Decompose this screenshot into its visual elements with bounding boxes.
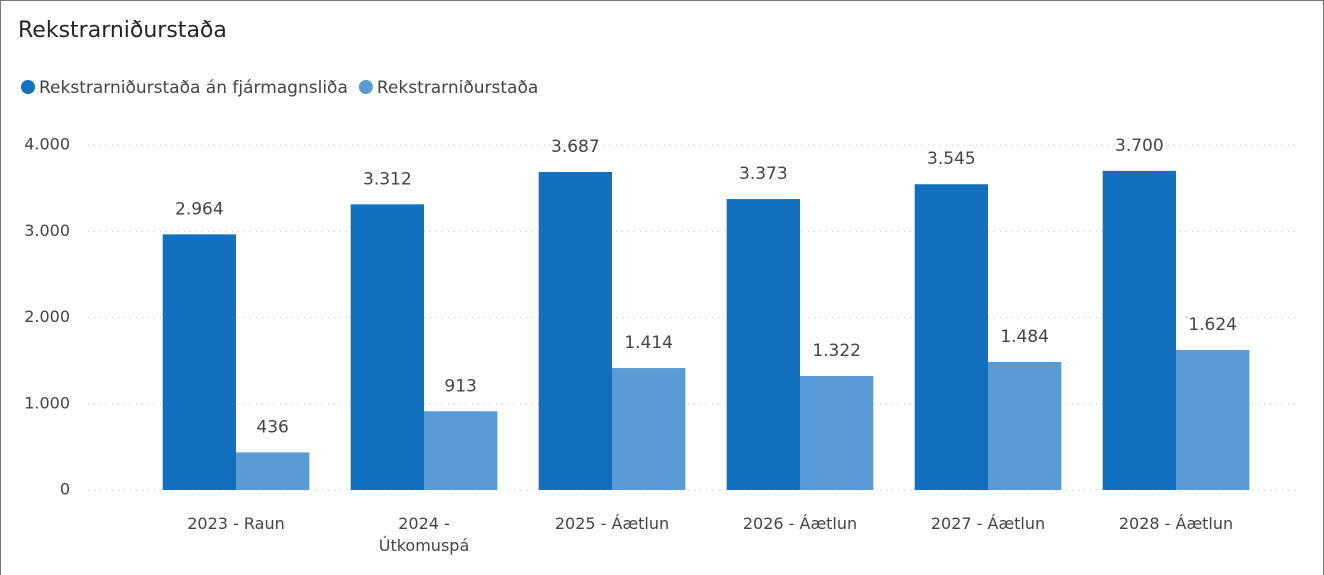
bar [800, 375, 874, 490]
bar [1102, 170, 1176, 490]
bar [612, 368, 686, 490]
bar [538, 171, 612, 490]
y-tick-label: 3.000 [24, 221, 70, 240]
bar [350, 204, 424, 490]
x-tick-label: 2027 - Áætlun [930, 514, 1046, 533]
y-tick-label: 4.000 [24, 135, 70, 154]
data-label: 1.484 [1000, 327, 1049, 347]
data-label: 2.964 [175, 199, 224, 219]
x-tick-label: 2025 - Áætlun [554, 514, 670, 533]
x-tick-label: 2026 - Áætlun [742, 514, 858, 533]
legend-label: Rekstrarniðurstaða [377, 78, 538, 98]
bar [914, 184, 988, 490]
y-tick-label: 1.000 [24, 393, 70, 412]
data-label: 3.373 [739, 164, 788, 184]
legend-marker [21, 80, 35, 94]
legend-marker [358, 80, 373, 94]
data-label: 1.414 [624, 333, 673, 353]
data-label: 3.312 [363, 169, 412, 189]
data-label: 1.322 [812, 341, 861, 361]
data-label: 3.545 [927, 149, 976, 169]
y-tick-label: 2.000 [24, 307, 70, 326]
legend-label: Rekstrarniðurstaða án fjármagnsliða [39, 78, 348, 98]
bar [1176, 349, 1250, 490]
x-tick-label: 2023 - Raun [187, 514, 285, 533]
bar [988, 362, 1062, 490]
data-label: 1.624 [1188, 315, 1237, 335]
x-tick-label: 2024 - Útkomuspá [378, 514, 470, 555]
data-label: 913 [444, 376, 476, 396]
bar [424, 411, 498, 490]
bar [162, 234, 236, 490]
bar [726, 199, 800, 491]
x-tick-label: 2028 - Áætlun [1118, 514, 1234, 533]
y-tick-label: 0 [60, 480, 70, 499]
bar [236, 452, 310, 490]
chart-title: Rekstrarniðurstaða [18, 18, 227, 43]
data-label: 3.687 [551, 137, 600, 157]
data-label: 436 [256, 417, 288, 437]
data-label: 3.700 [1115, 136, 1164, 156]
